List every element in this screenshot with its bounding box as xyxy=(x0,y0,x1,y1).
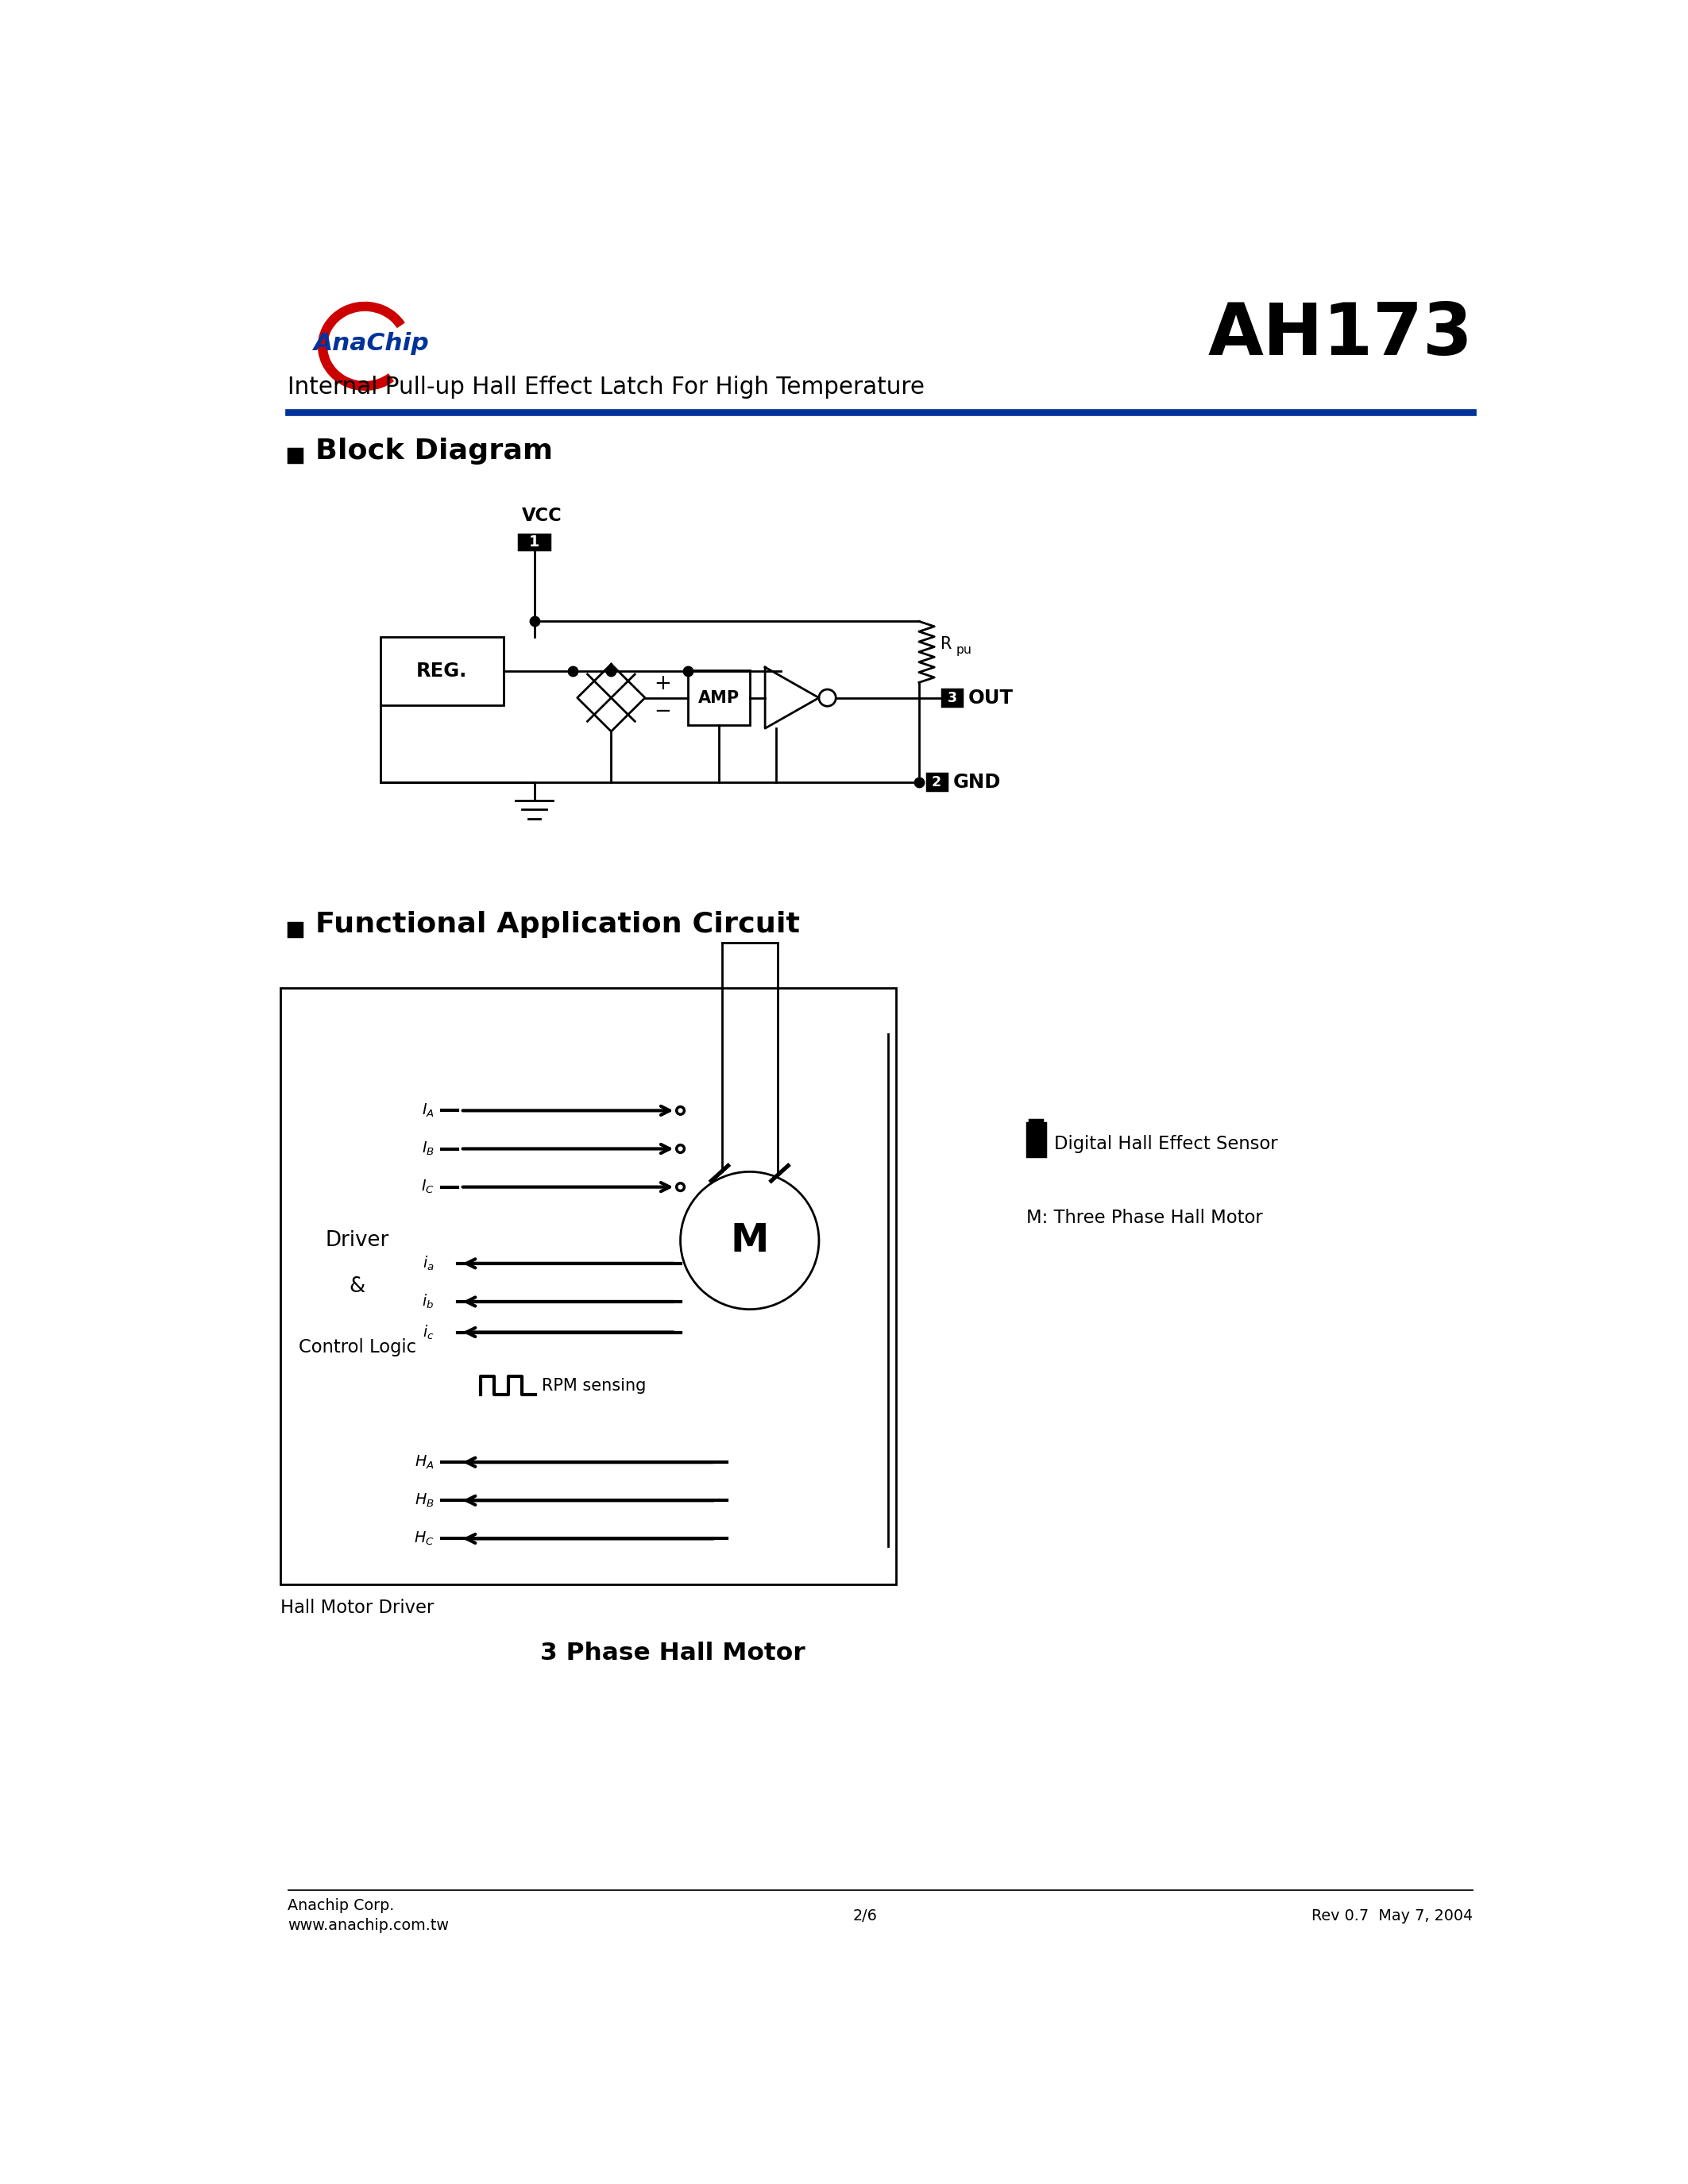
Text: Hall Motor Driver: Hall Motor Driver xyxy=(280,1599,434,1616)
Circle shape xyxy=(680,1171,819,1310)
Bar xyxy=(289,922,302,937)
Text: Control Logic: Control Logic xyxy=(299,1339,415,1356)
Text: AH173: AH173 xyxy=(1209,301,1474,371)
Bar xyxy=(289,448,302,463)
Text: AMP: AMP xyxy=(699,690,739,705)
Text: $I_A$: $I_A$ xyxy=(422,1103,434,1118)
Circle shape xyxy=(677,1144,684,1153)
Bar xyxy=(280,987,896,1586)
Text: $I_B$: $I_B$ xyxy=(422,1140,434,1158)
Circle shape xyxy=(677,1107,684,1114)
Text: REG.: REG. xyxy=(417,662,468,681)
Text: 1: 1 xyxy=(528,535,540,550)
Text: Block Diagram: Block Diagram xyxy=(316,437,554,465)
Text: 2: 2 xyxy=(932,775,942,788)
Text: Anachip Corp.: Anachip Corp. xyxy=(289,1898,395,1913)
Bar xyxy=(1026,1123,1045,1158)
Text: OUT: OUT xyxy=(969,688,1013,708)
Text: $i_a$: $i_a$ xyxy=(422,1254,434,1273)
Text: R: R xyxy=(940,636,952,653)
Circle shape xyxy=(677,1184,684,1190)
Text: pu: pu xyxy=(955,644,972,657)
Text: Driver: Driver xyxy=(326,1230,388,1251)
Text: 3: 3 xyxy=(947,690,957,705)
Text: www.anachip.com.tw: www.anachip.com.tw xyxy=(289,1918,449,1933)
Bar xyxy=(927,773,947,791)
Text: $I_C$: $I_C$ xyxy=(420,1179,434,1195)
Text: $i_c$: $i_c$ xyxy=(422,1324,434,1341)
Text: $H_B$: $H_B$ xyxy=(415,1492,434,1509)
Bar xyxy=(518,535,550,550)
Text: +: + xyxy=(655,673,672,695)
Text: M: Three Phase Hall Motor: M: Three Phase Hall Motor xyxy=(1026,1208,1263,1227)
Circle shape xyxy=(819,690,836,705)
Text: 3 Phase Hall Motor: 3 Phase Hall Motor xyxy=(540,1642,805,1664)
Text: 2/6: 2/6 xyxy=(852,1909,878,1924)
Text: Internal Pull-up Hall Effect Latch For High Temperature: Internal Pull-up Hall Effect Latch For H… xyxy=(289,376,925,400)
Text: Functional Application Circuit: Functional Application Circuit xyxy=(316,911,800,939)
Text: Digital Hall Effect Sensor: Digital Hall Effect Sensor xyxy=(1055,1136,1278,1153)
Text: RPM sensing: RPM sensing xyxy=(542,1378,647,1393)
Text: GND: GND xyxy=(952,773,1001,791)
Text: &: & xyxy=(349,1275,365,1297)
Bar xyxy=(1030,1120,1041,1129)
Text: VCC: VCC xyxy=(522,507,562,524)
Bar xyxy=(689,670,749,725)
Text: M: M xyxy=(731,1221,770,1260)
Bar xyxy=(380,638,503,705)
Text: AnaChip: AnaChip xyxy=(314,332,429,354)
Text: $i_b$: $i_b$ xyxy=(422,1293,434,1310)
Text: Rev 0.7  May 7, 2004: Rev 0.7 May 7, 2004 xyxy=(1312,1909,1474,1924)
Text: $H_A$: $H_A$ xyxy=(415,1455,434,1470)
Bar xyxy=(942,690,962,705)
Text: $H_C$: $H_C$ xyxy=(414,1531,434,1546)
Text: −: − xyxy=(655,701,672,723)
